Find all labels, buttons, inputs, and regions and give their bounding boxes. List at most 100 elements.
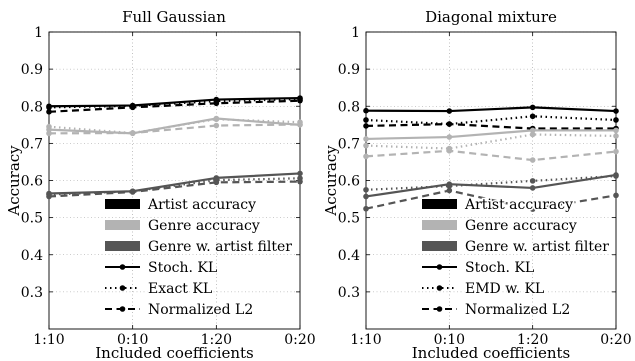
plot-area	[49, 32, 300, 329]
x-tick-label: 0:10	[434, 332, 465, 348]
series-line-genre_filter-solid	[365, 173, 617, 198]
series-line-genre-dotted	[48, 118, 301, 135]
data-point-artist-dashed	[363, 123, 369, 129]
legend-marker	[436, 285, 443, 291]
legend-label: Stoch. KL	[148, 260, 217, 276]
data-point-genre-dotted	[613, 133, 619, 139]
data-point-genre_filter-dashed	[297, 178, 303, 185]
legend-label: Exact KL	[148, 281, 212, 297]
chart-title: Diagonal mixture	[425, 8, 557, 26]
x-axis-label: Included coefficients	[412, 344, 571, 361]
data-point-artist-solid	[613, 108, 619, 114]
y-tick-label: 0.7	[338, 136, 360, 152]
data-point-genre-dashed	[529, 157, 536, 163]
y-tick-label: 0.4	[338, 248, 360, 264]
data-point-genre_filter-dashed	[363, 205, 369, 212]
data-point-genre-solid	[446, 134, 453, 140]
data-point-genre-solid	[363, 136, 369, 142]
legend-swatch	[422, 220, 457, 230]
x-tick-label: 1:10	[33, 332, 64, 348]
data-point-artist-solid	[529, 104, 536, 111]
panel-full-gaussian: 0.3 0.4 0.5 0.6 0.7 0.8 0.9 1 1:10 0:10 1:20 0:20 Fu…	[5, 8, 316, 361]
x-tick-label: 0:20	[600, 332, 631, 348]
legend-swatch	[105, 199, 140, 209]
data-point-artist-solid	[446, 108, 453, 114]
data-point-genre-dashed	[446, 148, 453, 154]
data-point-genre_filter-dotted	[529, 178, 536, 184]
series-line-artist-dotted	[48, 98, 301, 109]
y-tick-label: 0.6	[21, 174, 43, 190]
y-tick-label: 0.3	[21, 285, 43, 301]
legend-label: Normalized L2	[148, 302, 253, 318]
legend-label: Stoch. KL	[465, 260, 534, 276]
y-tick-label: 0.7	[21, 136, 43, 152]
series-line-genre_filter-dotted	[365, 174, 617, 191]
chart-title: Full Gaussian	[122, 8, 226, 26]
x-tick-label: 0:20	[284, 332, 315, 348]
series-line-artist-dashed	[48, 99, 301, 113]
legend-label: EMD w. KL	[465, 281, 544, 297]
data-point-artist-solid	[363, 107, 369, 114]
y-tick-label: 0.4	[21, 248, 43, 264]
series-line-genre_filter-dotted	[48, 177, 301, 196]
data-point-genre_filter-dotted	[363, 186, 369, 193]
data-point-artist-dotted	[613, 117, 619, 123]
legend-marker	[119, 285, 126, 291]
data-point-genre-dashed	[363, 153, 369, 160]
data-point-genre_filter-dotted	[446, 183, 453, 189]
data-point-genre-dotted	[46, 123, 52, 130]
data-point-artist-dashed	[446, 121, 453, 127]
y-tick-label: 0.5	[338, 211, 360, 227]
data-point-genre_filter-dashed	[446, 187, 453, 194]
data-point-genre_filter-dashed	[529, 206, 536, 212]
legend-swatch	[105, 241, 140, 251]
data-point-genre_filter-solid	[363, 193, 369, 200]
y-tick-label: 0.9	[338, 62, 360, 78]
series-line-genre_filter-dashed	[48, 180, 301, 198]
y-tick-label: 0.6	[338, 174, 360, 190]
data-point-genre_filter-solid	[529, 185, 536, 191]
legend-label: Artist accuracy	[147, 197, 256, 213]
legend-swatch	[422, 199, 457, 209]
legend: Artist accuracy Genre accuracy Genre w. ar…	[105, 196, 294, 320]
y-tick-label: 0.5	[21, 211, 43, 227]
data-point-artist-dashed	[297, 97, 303, 104]
data-point-genre-dotted	[363, 142, 369, 149]
panel-diagonal-mixture: 0.3 0.4 0.5 0.6 0.7 0.8 0.9 1 1:10 0:10 1:20 0:20 Di…	[322, 8, 632, 361]
legend-label: Artist accuracy	[464, 197, 573, 213]
y-tick-label: 0.8	[338, 99, 360, 115]
data-point-genre_filter-dashed	[213, 179, 220, 186]
series-line-artist-dotted	[365, 115, 617, 126]
legend-label: Genre w. artist filter	[465, 239, 609, 255]
data-point-genre-dashed	[297, 121, 303, 128]
series-line-genre-dashed	[48, 123, 301, 135]
legend-marker	[119, 264, 126, 270]
data-point-artist-dotted	[46, 104, 52, 111]
legend-label: Genre w. artist filter	[148, 239, 292, 255]
data-point-genre-dotted	[213, 116, 220, 123]
x-tick-label: 1:10	[350, 332, 381, 348]
data-point-genre-dashed	[46, 130, 52, 137]
y-tick-label: 1	[34, 25, 43, 41]
y-tick-label: 1	[351, 25, 360, 41]
data-point-genre_filter-dashed	[129, 189, 136, 195]
legend-swatch	[422, 241, 457, 251]
legend-label: Normalized L2	[465, 302, 570, 318]
series-line-artist-solid	[365, 106, 617, 113]
data-point-artist-dashed	[46, 109, 52, 115]
x-tick-label: 0:10	[117, 332, 148, 348]
series-line-genre-solid	[365, 129, 616, 141]
legend-marker	[119, 306, 126, 312]
legend-marker	[436, 306, 443, 312]
legend-label: Genre accuracy	[148, 218, 260, 234]
x-tick-label: 1:20	[517, 332, 548, 348]
data-point-artist-dotted	[363, 117, 369, 123]
y-tick-label: 0.3	[338, 285, 360, 301]
data-point-genre-dashed	[213, 122, 220, 129]
y-tick-label: 0.8	[21, 99, 43, 115]
x-tick-label: 1:20	[201, 332, 232, 348]
data-point-artist-dotted	[529, 113, 536, 120]
data-point-genre-solid	[613, 127, 619, 134]
data-point-genre_filter-dotted	[613, 173, 619, 179]
